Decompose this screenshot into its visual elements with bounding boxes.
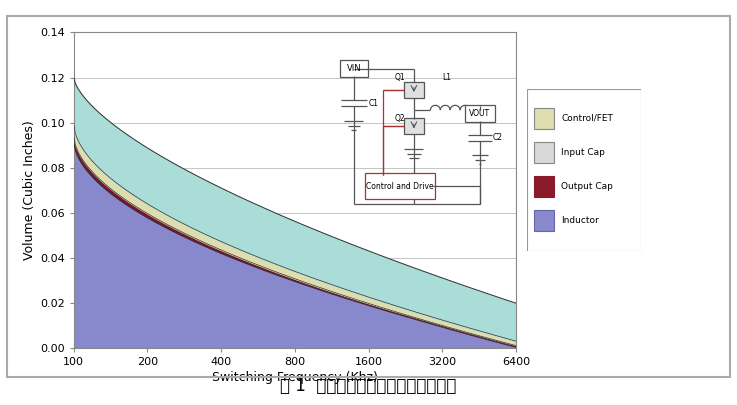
Bar — [534, 210, 554, 231]
Text: Control and Drive: Control and Drive — [366, 182, 433, 191]
Text: L1: L1 — [442, 73, 451, 82]
Bar — [534, 142, 554, 163]
Text: Control/FET: Control/FET — [561, 114, 613, 123]
X-axis label: Switching Frequency (Khz): Switching Frequency (Khz) — [212, 371, 378, 384]
Text: C2: C2 — [493, 134, 503, 143]
FancyBboxPatch shape — [340, 60, 368, 77]
FancyBboxPatch shape — [404, 118, 424, 134]
Bar — [534, 108, 554, 129]
Text: Output Cap: Output Cap — [561, 182, 613, 191]
Text: VOUT: VOUT — [469, 109, 491, 118]
Text: Q1: Q1 — [395, 73, 405, 82]
Text: Q2: Q2 — [395, 114, 405, 124]
FancyBboxPatch shape — [365, 173, 435, 199]
FancyBboxPatch shape — [404, 82, 424, 98]
Y-axis label: Volume (Cubic Inches): Volume (Cubic Inches) — [23, 120, 36, 260]
Bar — [534, 176, 554, 197]
Text: C1: C1 — [369, 99, 379, 108]
Text: Input Cap: Input Cap — [561, 148, 605, 157]
FancyBboxPatch shape — [465, 105, 495, 122]
Text: VIN: VIN — [346, 64, 361, 73]
Text: Inductor: Inductor — [561, 216, 599, 225]
Text: 图 1  电源组件体积主要由半导体占据: 图 1 电源组件体积主要由半导体占据 — [280, 377, 457, 395]
